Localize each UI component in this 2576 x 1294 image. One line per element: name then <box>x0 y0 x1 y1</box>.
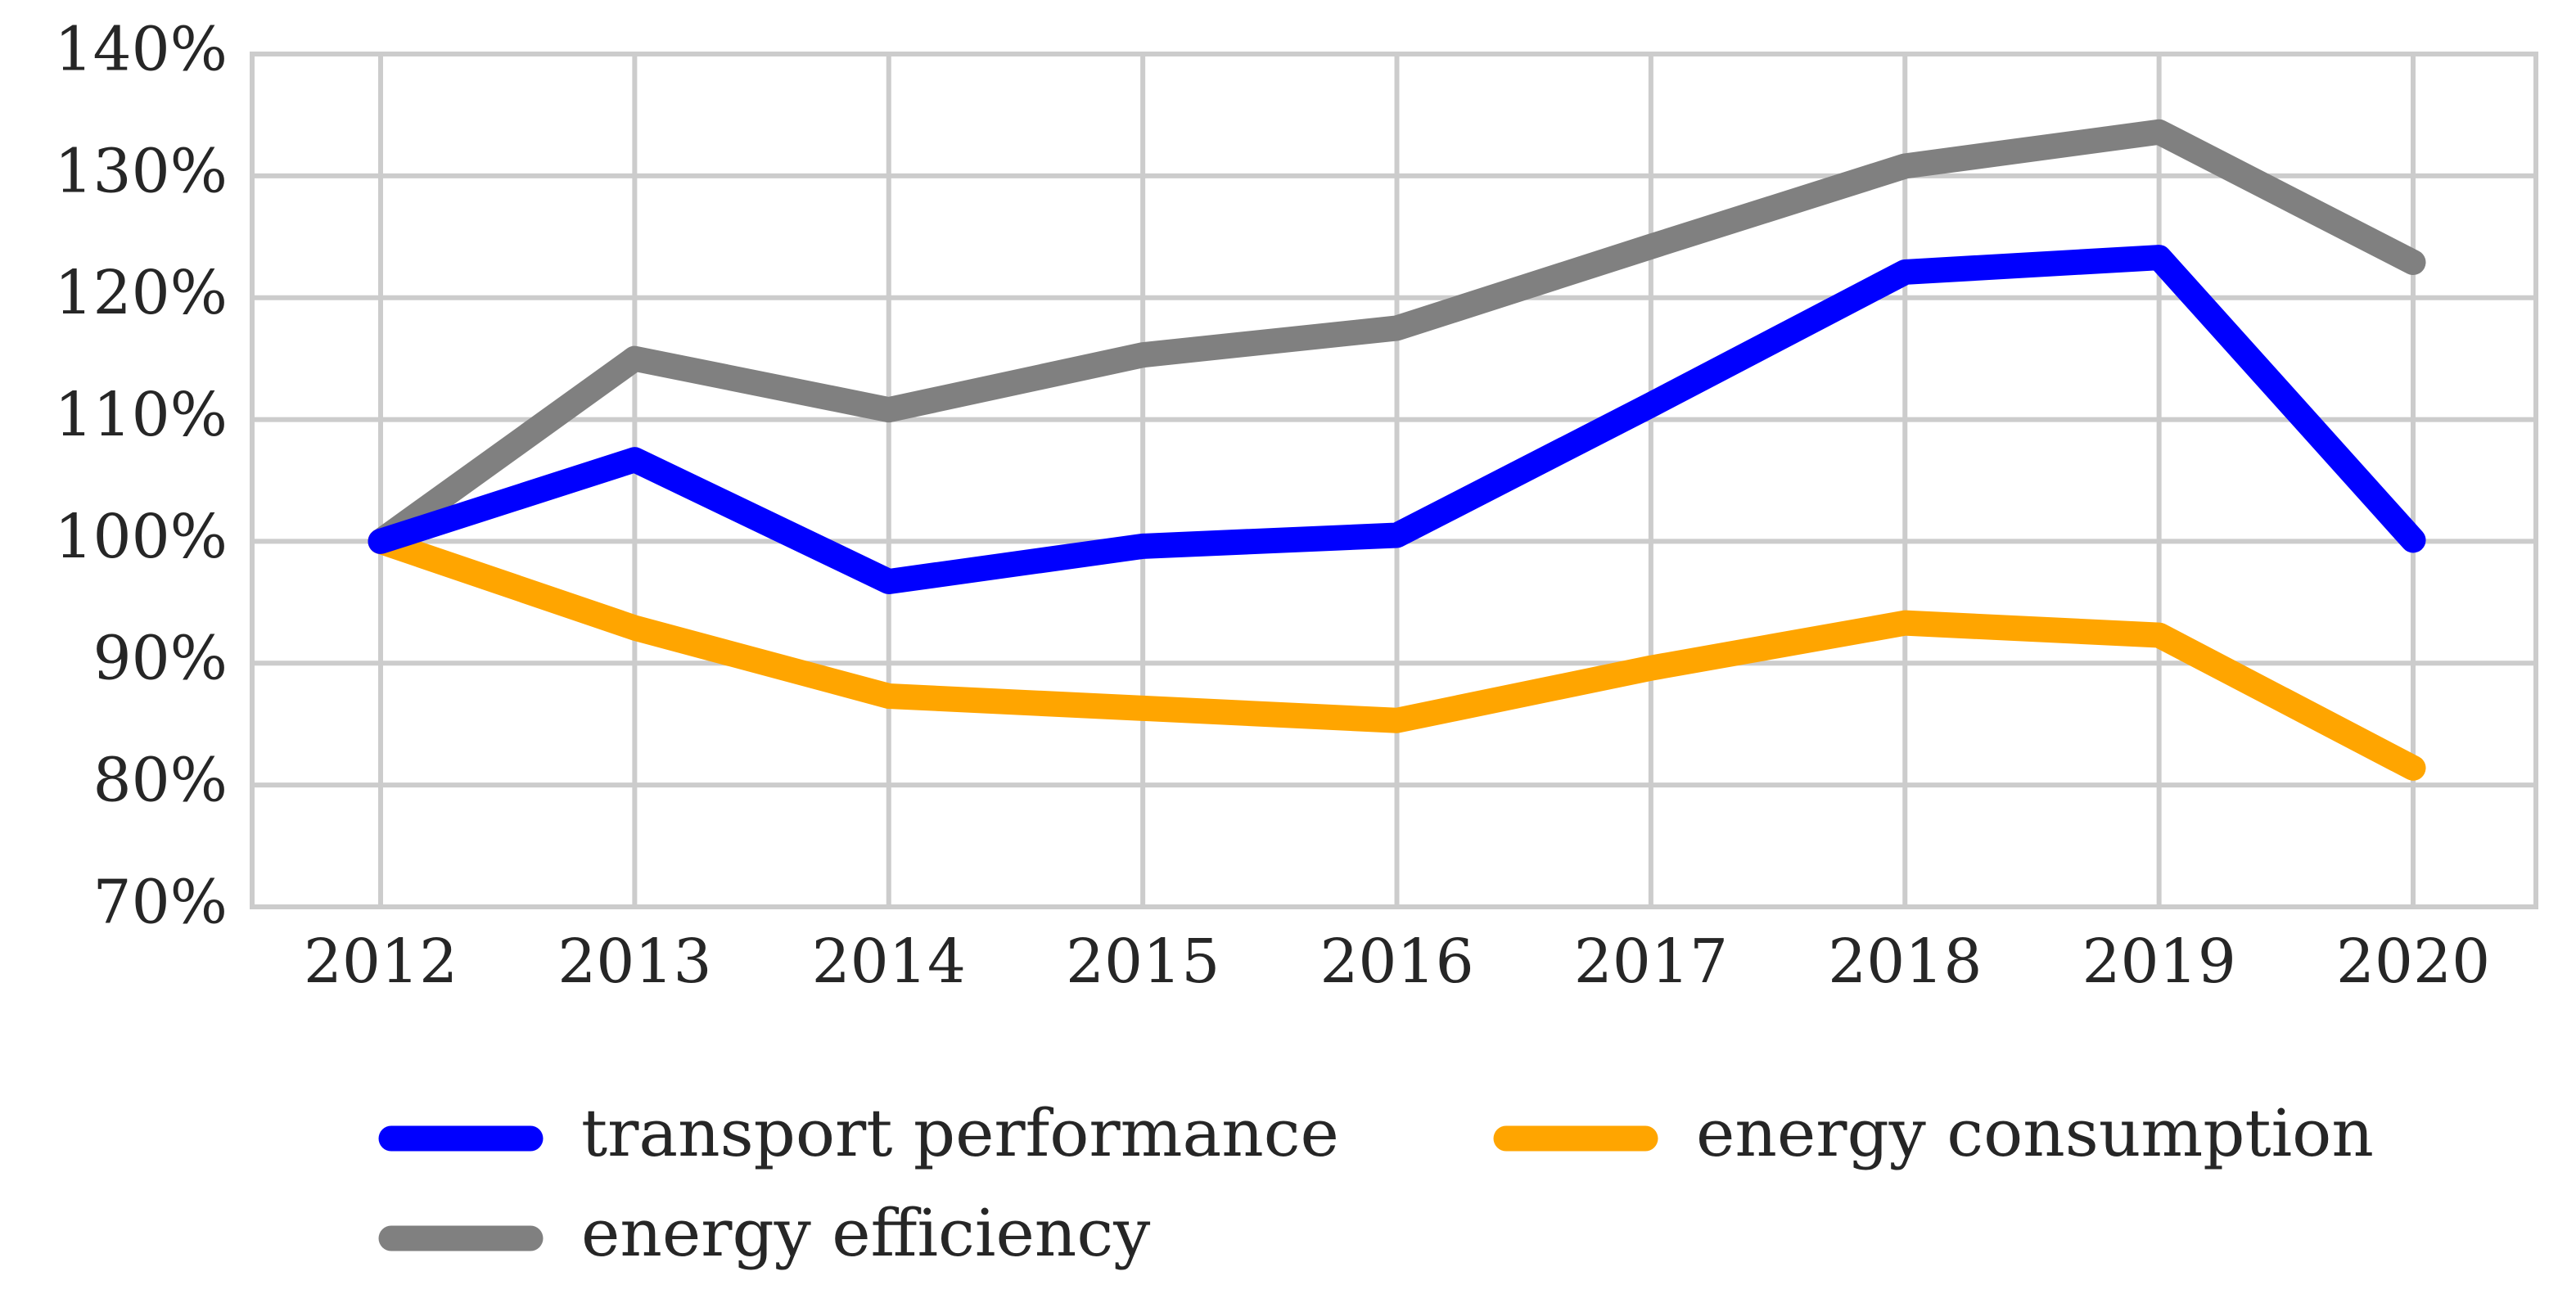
x-tick-label: 2014 <box>812 927 966 997</box>
plot-area-frame <box>250 52 2538 909</box>
x-tick-label: 2019 <box>2082 927 2235 997</box>
x-axis-ticks: 2012 2013 2014 2015 2016 2017 2018 2019 2020 <box>304 927 2490 997</box>
y-tick-label: 140% <box>54 14 228 84</box>
x-tick-label: 2018 <box>1828 927 1982 997</box>
legend-label-energy-efficiency: energy efficiency <box>581 1195 1150 1271</box>
y-tick-label: 120% <box>54 258 228 328</box>
x-tick-label: 2015 <box>1066 927 1220 997</box>
series-line-energy-efficiency <box>368 119 2426 554</box>
legend-label-transport-performance: transport performance <box>581 1095 1339 1171</box>
x-tick-label: 2013 <box>557 927 711 997</box>
y-tick-label: 130% <box>54 136 228 206</box>
series-line-transport-performance <box>368 245 2426 595</box>
legend: transport performance energy consumption e… <box>378 1095 2374 1271</box>
y-tick-label: 90% <box>93 624 228 694</box>
series-lines <box>368 119 2426 781</box>
y-tick-label: 80% <box>93 746 228 816</box>
x-tick-label: 2016 <box>1320 927 1473 997</box>
y-tick-label: 100% <box>54 502 228 572</box>
y-tick-label: 110% <box>54 380 228 450</box>
y-axis-ticks: 70% 80% 90% 100% 110% 120% 130% 140% <box>54 14 228 937</box>
legend-label-energy-consumption: energy consumption <box>1696 1095 2374 1171</box>
series-line-energy-consumption <box>368 528 2426 781</box>
x-tick-label: 2012 <box>304 927 458 997</box>
x-tick-label: 2020 <box>2336 927 2490 997</box>
x-tick-label: 2017 <box>1574 927 1728 997</box>
y-tick-label: 70% <box>93 867 228 937</box>
